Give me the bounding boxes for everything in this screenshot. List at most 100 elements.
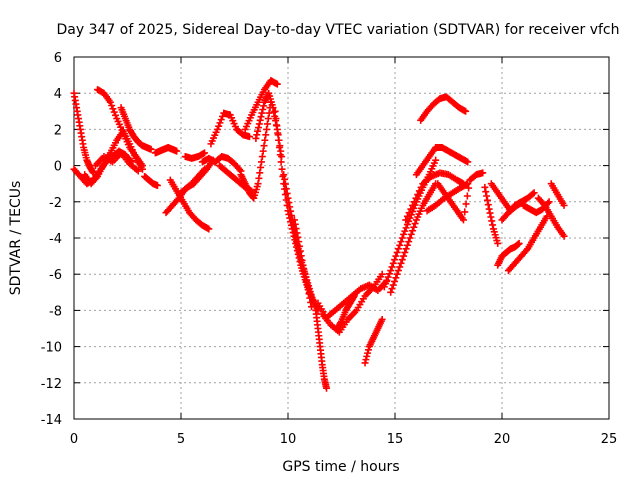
data-point-marker [307, 298, 315, 306]
data-point-marker [296, 242, 304, 250]
data-point-marker [294, 233, 302, 241]
data-point-marker [363, 352, 371, 360]
data-point-marker [295, 238, 303, 246]
data-point-marker [398, 256, 406, 264]
data-point-marker [275, 144, 283, 151]
data-point-marker [255, 120, 263, 128]
data-point-marker [292, 225, 300, 233]
data-point-marker [275, 136, 283, 144]
data-point-marker [397, 238, 405, 246]
y-axis-label: SDTVAR / TECUs [8, 181, 24, 296]
data-point-marker [382, 280, 390, 288]
data-point-marker [388, 263, 396, 271]
data-point-marker [262, 131, 270, 139]
data-point-marker [560, 201, 568, 209]
x-axis-label: GPS time / hours [282, 459, 399, 475]
data-point-marker [282, 185, 290, 193]
series-arc-30 [412, 144, 472, 179]
data-point-marker [417, 183, 425, 191]
data-point-marker [173, 147, 181, 155]
series-arc-12 [181, 149, 209, 162]
data-point-marker [401, 248, 409, 256]
data-point-marker [486, 209, 494, 217]
data-point-marker [409, 201, 417, 209]
data-point-marker [389, 259, 397, 267]
data-point-marker [522, 246, 530, 254]
series-arc-36 [494, 239, 523, 269]
y-tick-label: -10 [41, 341, 62, 356]
data-point-marker [396, 263, 404, 271]
data-point-marker [485, 205, 493, 213]
data-point-marker [462, 200, 470, 208]
x-tick-label: 10 [280, 432, 297, 447]
data-point-marker [401, 227, 409, 235]
data-point-marker [409, 227, 417, 235]
data-point-marker [545, 198, 553, 206]
data-point-marker [529, 190, 537, 198]
data-point-marker [402, 224, 410, 232]
data-point-marker [483, 192, 491, 200]
data-point-marker [259, 105, 267, 113]
data-point-marker [277, 158, 285, 166]
data-point-marker [403, 221, 411, 229]
data-point-marker [215, 122, 223, 130]
data-point-marker [489, 221, 497, 229]
data-point-marker [254, 127, 262, 135]
series-arc-8 [151, 144, 181, 157]
data-point-marker [301, 269, 309, 277]
data-point-marker [488, 217, 496, 225]
data-point-marker [391, 256, 399, 264]
data-point-marker [459, 216, 467, 224]
data-point-marker [402, 245, 410, 253]
data-point-marker [254, 124, 262, 132]
data-point-marker [540, 200, 548, 208]
data-point-marker [400, 230, 408, 238]
data-point-marker [432, 156, 440, 164]
series-arc-21 [290, 216, 316, 311]
data-point-marker [138, 162, 146, 170]
data-point-marker [304, 285, 312, 293]
series-arc-16 [237, 98, 275, 202]
series-arc-4 [91, 149, 142, 175]
data-point-marker [112, 111, 120, 119]
data-point-marker [269, 104, 277, 112]
data-point-marker [494, 239, 502, 247]
data-point-marker [108, 102, 116, 110]
data-point-marker [394, 267, 402, 275]
data-point-marker [387, 267, 395, 275]
data-point-marker [412, 194, 420, 202]
data-point-marker [302, 273, 310, 281]
data-point-marker [281, 175, 289, 183]
y-tick-label: 0 [54, 160, 62, 175]
data-point-marker [388, 285, 396, 293]
data-point-marker [560, 232, 568, 240]
series-arc-10 [166, 176, 213, 233]
data-point-marker [308, 303, 316, 311]
data-point-marker [283, 189, 291, 197]
data-point-marker [414, 191, 422, 199]
data-point-marker [378, 315, 386, 323]
data-point-marker [410, 198, 418, 206]
data-point-marker [299, 261, 307, 269]
x-tick-label: 0 [70, 432, 78, 447]
y-tick-label: 4 [54, 87, 62, 102]
data-point-marker [260, 142, 268, 150]
data-point-marker [256, 169, 264, 177]
data-point-marker [285, 199, 293, 207]
series-arc-22 [312, 306, 331, 392]
data-point-marker [280, 171, 288, 179]
data-point-marker [213, 125, 221, 133]
data-point-marker [380, 283, 388, 291]
data-point-marker [385, 270, 393, 278]
data-point-marker [216, 119, 224, 127]
data-point-marker [293, 229, 301, 237]
data-point-marker [287, 212, 295, 220]
data-point-marker [362, 356, 370, 364]
data-points [70, 77, 568, 392]
series-arc-26 [361, 315, 386, 367]
data-point-marker [305, 290, 313, 298]
series-arc-18 [252, 89, 286, 161]
axis-ticks: 0 5 10 15 20 25 -14 -12 -10 -8 -6 -4 -2 0 2 4 6 [41, 51, 618, 447]
data-point-marker [258, 153, 266, 161]
y-tick-label: -6 [49, 268, 62, 283]
